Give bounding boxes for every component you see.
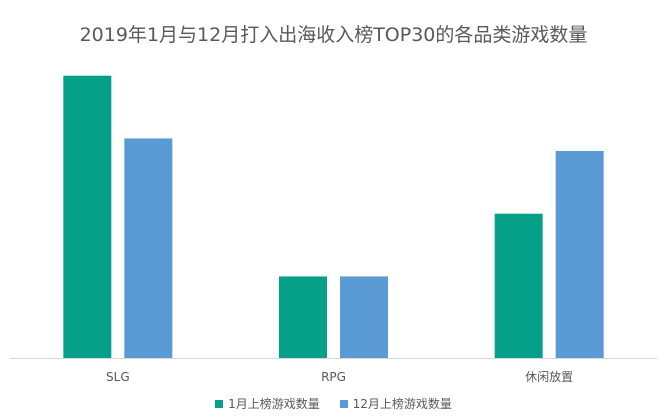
bar-jan-1 <box>279 276 327 358</box>
x-tick-label: 休闲放置 <box>525 369 573 384</box>
bar-jan-2 <box>494 213 543 358</box>
legend-swatch-jan <box>215 399 224 408</box>
bar-dec-0 <box>124 138 173 358</box>
bar-dec-1 <box>340 276 388 358</box>
legend-label-jan: 1月上榜游戏数量 <box>228 397 320 411</box>
x-tick-label: SLG <box>106 370 130 384</box>
legend-label-dec: 12月上榜游戏数量 <box>352 397 452 411</box>
x-tick-label: RPG <box>321 370 346 384</box>
chart-title: 2019年1月与12月打入出海收入榜TOP30的各品类游戏数量 <box>79 24 588 46</box>
legend: 1月上榜游戏数量 12月上榜游戏数量 <box>0 395 667 412</box>
legend-item-dec: 12月上榜游戏数量 <box>339 395 452 412</box>
bar-jan-0 <box>63 75 112 359</box>
legend-item-jan: 1月上榜游戏数量 <box>215 395 320 412</box>
legend-swatch-dec <box>339 399 348 408</box>
bar-dec-2 <box>555 150 604 358</box>
